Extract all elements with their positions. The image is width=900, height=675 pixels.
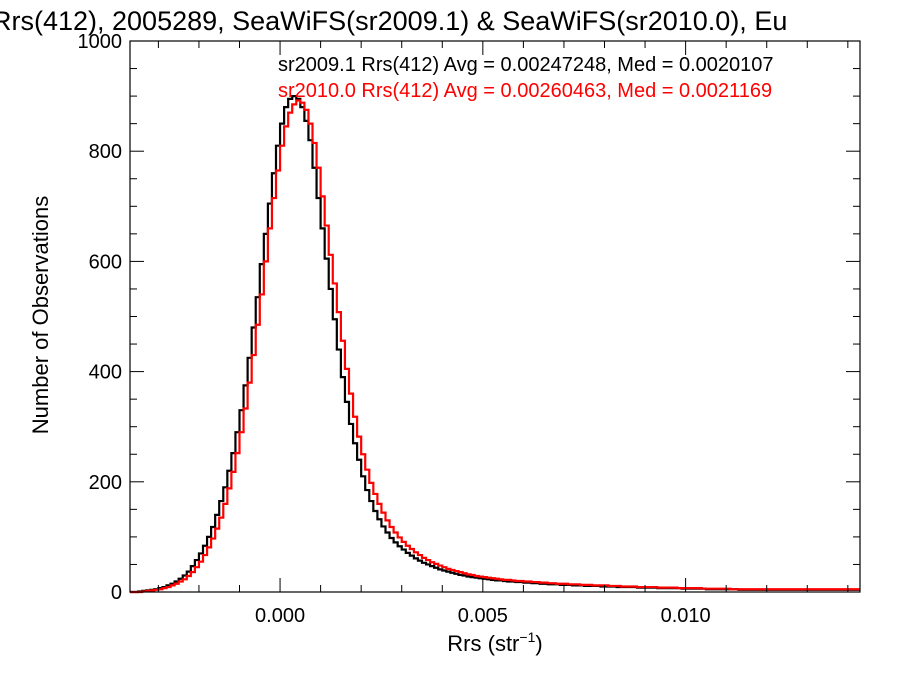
- series-layer: [130, 95, 860, 594]
- legend-entry-sr2010-0: sr2010.0 Rrs(412) Avg = 0.00260463, Med …: [278, 80, 772, 102]
- x-axis-label: Rrs (str−1): [447, 629, 542, 656]
- x-axis-label-main: Rrs (str: [447, 631, 519, 656]
- x-axis-label-exponent: −1: [519, 629, 535, 645]
- plot-frame: [129, 40, 861, 593]
- series-line-sr2009-1: [130, 95, 860, 594]
- axes-layer: 0 200 400 600 800 1000 0.000 0.005 0.010: [78, 31, 861, 627]
- x-axis-label-close: ): [535, 631, 542, 656]
- y-tick-label: 0: [111, 582, 122, 604]
- legend-entry-sr2009-1: sr2009.1 Rrs(412) Avg = 0.00247248, Med …: [278, 54, 774, 76]
- y-tick-label: 800: [89, 141, 122, 163]
- y-tick-label: 200: [89, 472, 122, 494]
- chart-title: Rrs(412), 2005289, SeaWiFS(sr2009.1) & S…: [0, 6, 787, 36]
- x-tick-label: 0.005: [458, 605, 508, 627]
- y-tick-label: 1000: [78, 31, 123, 53]
- x-tick-label: 0.010: [661, 605, 711, 627]
- y-axis-label: Number of Observations: [28, 196, 53, 434]
- x-tick-label: 0.000: [255, 605, 305, 627]
- y-tick-label: 600: [89, 251, 122, 273]
- y-tick-label: 400: [89, 362, 122, 384]
- series-line-sr2010-0: [130, 99, 860, 594]
